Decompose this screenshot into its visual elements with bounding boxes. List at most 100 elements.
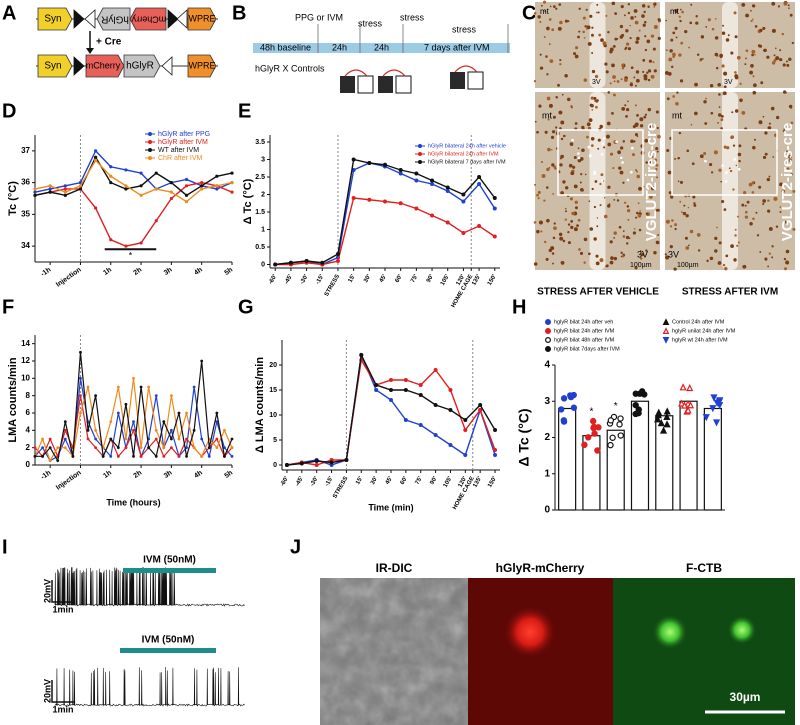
stained-cell [607, 204, 611, 208]
data-point [230, 454, 234, 458]
stained-cell [788, 57, 792, 61]
stained-cell [590, 136, 595, 141]
stained-cell [642, 58, 646, 62]
data-point [463, 418, 468, 422]
gene-label: mCherry [86, 60, 121, 70]
data-point [78, 187, 83, 191]
data-point [154, 454, 158, 458]
data-point [132, 428, 135, 432]
stained-cell [591, 33, 594, 37]
stained-cell [727, 34, 730, 37]
stained-cell [644, 35, 647, 38]
data-point [94, 446, 98, 450]
stained-cell [574, 200, 578, 204]
stained-cell [559, 127, 562, 130]
stained-cell [696, 53, 700, 56]
series-line [286, 352, 496, 466]
ventricle [722, 2, 738, 88]
stained-cell [644, 20, 647, 24]
data-point [124, 437, 128, 441]
stained-cell [757, 44, 762, 48]
ventricle [722, 92, 738, 270]
stained-cell [597, 147, 600, 150]
data-point [477, 182, 482, 186]
legend-marker [616, 421, 623, 428]
x-tick-label: 15' [347, 273, 357, 284]
stained-cell [748, 182, 753, 187]
stained-cell [767, 209, 771, 213]
stained-cell [701, 58, 704, 60]
data-point [403, 418, 408, 422]
y-tick-label: 0 [26, 460, 31, 469]
data-point [403, 388, 408, 392]
stained-cell [588, 118, 593, 122]
series-line [275, 162, 496, 266]
data-point [192, 446, 196, 450]
data-point [154, 428, 158, 432]
gene-block [123, 54, 161, 78]
stained-cell [548, 103, 553, 108]
stained-cell [548, 248, 553, 253]
stained-cell [617, 150, 621, 155]
stained-cell [722, 91, 727, 96]
stained-cell [562, 180, 566, 184]
stained-cell [645, 212, 649, 215]
stained-cell [774, 47, 777, 50]
stained-cell [753, 83, 757, 88]
stained-cell [655, 147, 659, 151]
stained-cell [630, 66, 634, 70]
stained-cell [579, 251, 584, 256]
stained-cell [675, 101, 679, 106]
stained-cell [722, 24, 725, 27]
stained-cell [575, 46, 579, 50]
channel-label: F-CTB [686, 561, 722, 575]
stained-cell [705, 26, 708, 28]
stained-cell [786, 167, 790, 171]
scale-label: 30µm [730, 690, 761, 704]
stained-cell [768, 227, 773, 231]
ctb-image [613, 578, 795, 725]
stained-cell [709, 162, 713, 167]
x-tick-label: -15' [324, 475, 335, 487]
stained-cell [779, 206, 782, 208]
stained-cell [751, 49, 756, 54]
data-point [86, 385, 90, 389]
stained-cell [695, 21, 699, 25]
bar [703, 407, 722, 511]
stained-cell [621, 33, 625, 37]
data-point [492, 234, 497, 239]
transfer-arrow [454, 65, 478, 73]
lox-site [73, 9, 85, 29]
stained-cell [714, 18, 717, 20]
stained-cell [749, 9, 752, 12]
x-tick-label: 90' [426, 273, 436, 284]
y-tick-label: 15 [269, 387, 277, 394]
stained-cell [763, 48, 767, 53]
stained-cell [562, 239, 566, 243]
y-tick-label: 35 [21, 209, 30, 218]
y-tick-label: 20 [269, 362, 277, 369]
stained-cell [613, 231, 617, 235]
data-point [169, 394, 173, 398]
stained-cell [768, 252, 771, 255]
data-point [132, 454, 135, 458]
data-point [139, 385, 143, 389]
stained-cell [534, 184, 536, 186]
legend-marker [581, 441, 588, 449]
x-tick-label: 135' [472, 475, 483, 488]
y-axis-label: LMA counts/min [7, 357, 19, 442]
stained-cell [742, 264, 747, 269]
stained-cell [595, 261, 600, 266]
stained-cell [627, 11, 631, 15]
stained-cell [785, 249, 790, 254]
series-line [34, 149, 233, 193]
stained-cell [536, 130, 539, 134]
stained-cell [718, 168, 722, 172]
data-point [63, 428, 67, 432]
stained-cell [618, 225, 622, 229]
data-point [320, 260, 325, 265]
stained-cell [576, 224, 579, 228]
stained-cell [555, 7, 558, 10]
stained-cell [713, 150, 718, 155]
cage-box [395, 75, 412, 94]
